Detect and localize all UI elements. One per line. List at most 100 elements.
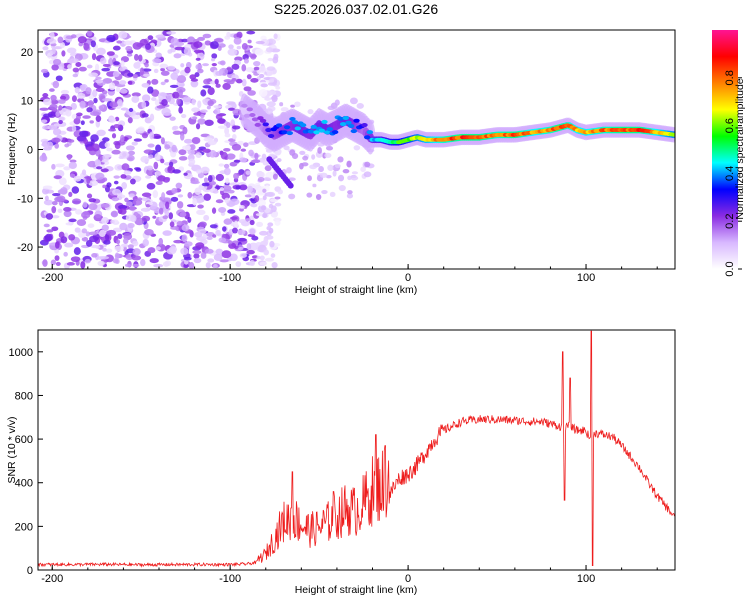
spectrogram-cell <box>114 245 124 252</box>
spectrogram-cell <box>127 53 133 57</box>
spectrogram-cell <box>203 193 211 201</box>
y-tick-label: 600 <box>15 434 33 446</box>
spectrogram-cell <box>80 261 86 269</box>
spectrogram-cell <box>120 174 127 179</box>
spectrogram-cell <box>159 92 168 97</box>
y-tick-label: 0 <box>27 145 33 157</box>
spectrogram-cell <box>45 213 54 220</box>
spectrogram-cell <box>231 63 240 70</box>
spectrogram-cell <box>79 84 86 90</box>
spectrogram-cell <box>182 126 188 135</box>
spectrogram-cell <box>119 208 127 215</box>
spectrogram-cell <box>182 145 191 151</box>
spectrogram-cell <box>96 129 106 137</box>
spectrogram-cell <box>102 177 108 182</box>
spectrogram-cell <box>164 79 169 83</box>
spectrogram-cell <box>223 163 230 169</box>
spectrogram-cell <box>167 65 176 71</box>
spectrogram-cell <box>51 137 61 143</box>
spectrogram-cell <box>82 201 88 208</box>
spectrogram-cell <box>360 166 366 173</box>
spectrogram-cell <box>347 123 355 128</box>
spectrogram-cell <box>206 105 211 110</box>
spectrogram-cell <box>120 107 129 111</box>
spectrogram-cell <box>51 206 57 214</box>
spectrogram-cell <box>42 125 50 130</box>
spectrogram-cell <box>187 216 192 223</box>
spectrogram-cell <box>181 224 190 232</box>
spectrogram-cell <box>141 82 150 88</box>
spectrogram-cell <box>191 107 200 113</box>
spectrogram-cell <box>100 203 110 208</box>
spectrogram-cell <box>331 130 339 135</box>
spectrogram-cell <box>229 182 237 186</box>
spectrogram-cell <box>366 130 374 135</box>
spectrogram-cell <box>147 35 154 41</box>
spectrogram-cell <box>90 40 96 48</box>
spectrogram-cell <box>218 68 223 76</box>
spectrogram-cell <box>164 144 171 150</box>
spectrogram-cell <box>269 240 275 248</box>
spectrogram-cell <box>153 161 159 170</box>
spectrogram-cell <box>71 186 80 194</box>
spectrogram-cell <box>63 210 72 218</box>
spectrogram-cell <box>77 36 87 44</box>
spectrogram-cell <box>275 123 283 128</box>
spectrogram-cell <box>224 197 230 204</box>
spectrogram-cell <box>42 46 49 51</box>
spectrogram-cell <box>49 31 55 39</box>
spectrogram-cell <box>302 155 309 161</box>
spectrogram-cell <box>180 247 189 255</box>
spectrogram-cell <box>317 147 322 154</box>
spectrogram-cell <box>258 230 269 236</box>
spectrogram-cell <box>260 83 268 88</box>
spectrogram-cell <box>254 122 261 127</box>
spectrogram-cell <box>196 209 206 216</box>
x-tick-label: 0 <box>405 272 411 284</box>
spectrogram-cell <box>226 31 231 38</box>
spectrogram-cell <box>127 116 133 124</box>
spectrogram-cell <box>81 211 91 219</box>
spectrogram-cell <box>259 261 268 266</box>
spectrogram-cell <box>98 229 106 238</box>
spectrogram-cell <box>218 207 227 213</box>
spectrogram-cell <box>233 220 239 228</box>
spectrogram-cell <box>227 48 238 56</box>
spectrogram-cell <box>262 195 267 201</box>
spectrogram-cell <box>81 169 87 176</box>
spectrogram-cell <box>102 247 107 252</box>
spectrogram-cell <box>184 66 191 74</box>
spectrogram-cell <box>165 201 170 209</box>
spectrogram-cell <box>271 261 278 269</box>
spectrogram-cell <box>210 41 219 49</box>
spectrogram-cell <box>107 117 116 123</box>
spectrogram-cell <box>262 177 271 181</box>
spectrogram-cell <box>89 120 94 124</box>
spectrogram-cell <box>260 38 270 46</box>
spectrogram-cell <box>363 171 372 178</box>
spectrogram-cell <box>99 57 107 65</box>
spectrogram-cell <box>334 99 340 106</box>
spectrogram-cell <box>154 153 161 161</box>
snr-y-axis: 0 200 400 600 800 1000 <box>9 347 43 577</box>
spectrogram-cell <box>249 112 256 117</box>
spectrogram-cell <box>133 138 143 142</box>
spectrogram-cell <box>283 145 290 151</box>
spectrogram-cell <box>176 221 184 226</box>
spectrogram-cell <box>95 245 101 249</box>
spectrogram-cell <box>306 192 313 198</box>
x-tick-label: 100 <box>577 573 595 585</box>
spectrogram-cell <box>52 192 61 197</box>
spectrogram-cell <box>214 108 221 116</box>
spectrogram-cell <box>201 182 210 187</box>
spectrogram-cell <box>206 236 213 241</box>
y-tick-label: 0 <box>27 565 33 577</box>
spectrogram-cell <box>52 128 62 136</box>
spectrogram-cell <box>173 53 182 59</box>
spectrogram-cell <box>183 172 188 176</box>
spectrogram-cell <box>274 219 281 226</box>
spectrogram-cell <box>249 260 256 267</box>
spectrogram-cell <box>342 115 350 120</box>
spectrogram-cell <box>299 123 307 128</box>
spectrogram-cell <box>123 40 133 46</box>
